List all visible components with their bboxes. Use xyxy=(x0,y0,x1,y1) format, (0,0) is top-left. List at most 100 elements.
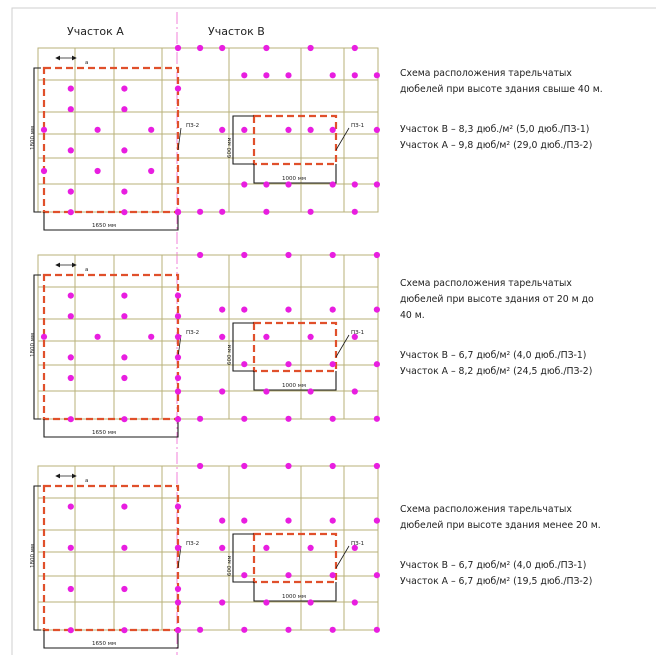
dowel-marker xyxy=(219,517,226,524)
dowel-marker xyxy=(197,415,204,422)
scheme-3: a 1800 мм 1650 мм 600 мм 1000 мм ПЗ-2 ПЗ… xyxy=(30,462,601,649)
zone-b-density: Участок В – 8,3 дюб./м² (5,0 дюб./ПЗ-1) xyxy=(400,124,589,135)
pz1-leader-line xyxy=(335,127,350,151)
dowel-marker xyxy=(351,72,358,79)
dowel-marker xyxy=(373,517,380,524)
dowel-marker xyxy=(174,44,182,52)
height-dimension-label: 1800 мм xyxy=(30,126,36,150)
pz1-label: ПЗ-1 xyxy=(351,123,364,129)
dowel-marker xyxy=(285,572,292,579)
dimension-1000-label: 1000 мм xyxy=(282,176,306,182)
dowel-marker xyxy=(307,599,314,606)
dimension-600-line xyxy=(232,322,254,372)
width-dimension-label: 1650 мм xyxy=(92,223,116,229)
dowel-marker xyxy=(351,44,358,52)
dowel-marker xyxy=(373,361,380,368)
dowel-marker xyxy=(329,251,336,259)
dowel-marker xyxy=(241,181,248,188)
dowel-marker xyxy=(174,333,182,340)
dowel-marker xyxy=(373,181,380,188)
dowel-marker xyxy=(94,333,101,340)
dowel-marker xyxy=(197,462,204,470)
dowel-marker xyxy=(307,208,314,215)
dowel-marker xyxy=(174,585,182,593)
dowel-marker xyxy=(241,251,248,259)
dowel-marker xyxy=(40,333,48,340)
width-dimension-label: 1650 мм xyxy=(92,430,116,436)
dowel-marker xyxy=(121,374,128,382)
dowel-marker xyxy=(67,85,74,92)
dowel-marker xyxy=(197,44,204,52)
dowel-marker xyxy=(67,585,74,593)
dowel-marker xyxy=(174,388,182,395)
dimension-600-label: 600 мм xyxy=(227,555,233,576)
dowel-marker xyxy=(285,462,292,470)
dowel-marker xyxy=(241,306,248,313)
dowel-marker xyxy=(263,72,270,79)
zone-pz2-outline xyxy=(42,66,180,214)
dowel-marker xyxy=(307,126,314,133)
dowel-marker xyxy=(241,72,248,79)
dowel-marker xyxy=(174,627,182,634)
scheme-description-line: Схема расположения тарельчатых xyxy=(400,278,572,289)
dowel-marker xyxy=(219,208,226,215)
dowel-marker xyxy=(174,292,182,299)
dowel-marker xyxy=(307,333,314,340)
dowel-marker xyxy=(121,188,128,195)
dowel-marker xyxy=(67,544,74,551)
dowel-marker xyxy=(329,72,336,79)
pz1-leader-line xyxy=(335,545,350,569)
pz2-leader-line xyxy=(177,127,182,151)
dowel-marker xyxy=(285,306,292,313)
spacing-label: a xyxy=(85,478,88,484)
dowel-marker xyxy=(373,626,380,633)
dowel-marker xyxy=(241,361,248,368)
zone-a-density: Участок А – 6,7 дюб/м² (19,5 дюб./ПЗ-2) xyxy=(400,576,592,587)
dowel-marker xyxy=(121,106,128,113)
dowel-marker xyxy=(174,416,182,423)
dowel-marker xyxy=(219,306,226,313)
dowel-marker xyxy=(285,181,292,188)
sheet-frame xyxy=(11,7,656,655)
dowel-marker xyxy=(263,599,270,606)
zone-pz1-outline xyxy=(252,532,338,584)
dowel-marker xyxy=(307,388,314,395)
scheme-description-line: дюбелей при высоте здания свыше 40 м. xyxy=(400,84,603,95)
pz2-label: ПЗ-2 xyxy=(186,330,199,336)
dowel-marker xyxy=(351,181,358,188)
dowel-marker xyxy=(285,251,292,259)
dowel-marker xyxy=(241,415,248,422)
dowel-marker xyxy=(373,72,380,79)
dowel-marker xyxy=(329,415,336,422)
pz1-leader-line xyxy=(335,334,350,358)
dowel-marker xyxy=(219,544,226,552)
dowel-marker xyxy=(174,313,182,320)
dowel-marker xyxy=(67,503,74,510)
dowel-marker xyxy=(219,126,226,133)
dowel-marker xyxy=(121,503,128,510)
dowel-marker xyxy=(121,313,128,320)
scheme-plan xyxy=(33,251,380,438)
dimension-1000-label: 1000 мм xyxy=(282,594,306,600)
dowel-marker xyxy=(219,44,226,52)
panel-outline xyxy=(37,465,379,631)
dowel-marker xyxy=(329,181,336,188)
dimension-1000-line xyxy=(253,164,337,184)
dowel-marker xyxy=(197,626,204,633)
dowel-marker xyxy=(351,388,358,395)
dowel-marker xyxy=(174,85,182,92)
dowel-marker xyxy=(329,361,336,368)
dowel-marker xyxy=(121,627,128,634)
dowel-marker xyxy=(285,626,292,633)
width-dimension-line xyxy=(43,212,179,231)
spacing-label: a xyxy=(85,60,88,66)
dowel-marker xyxy=(373,415,380,422)
dowel-marker xyxy=(285,361,292,368)
dimension-600-label: 600 мм xyxy=(227,344,233,365)
dowel-marker xyxy=(174,354,182,361)
dowel-marker xyxy=(263,44,270,52)
height-dimension-label: 1800 мм xyxy=(30,333,36,357)
pz2-label: ПЗ-2 xyxy=(186,541,199,547)
dowel-marker xyxy=(241,462,248,470)
dowel-marker xyxy=(174,208,182,215)
